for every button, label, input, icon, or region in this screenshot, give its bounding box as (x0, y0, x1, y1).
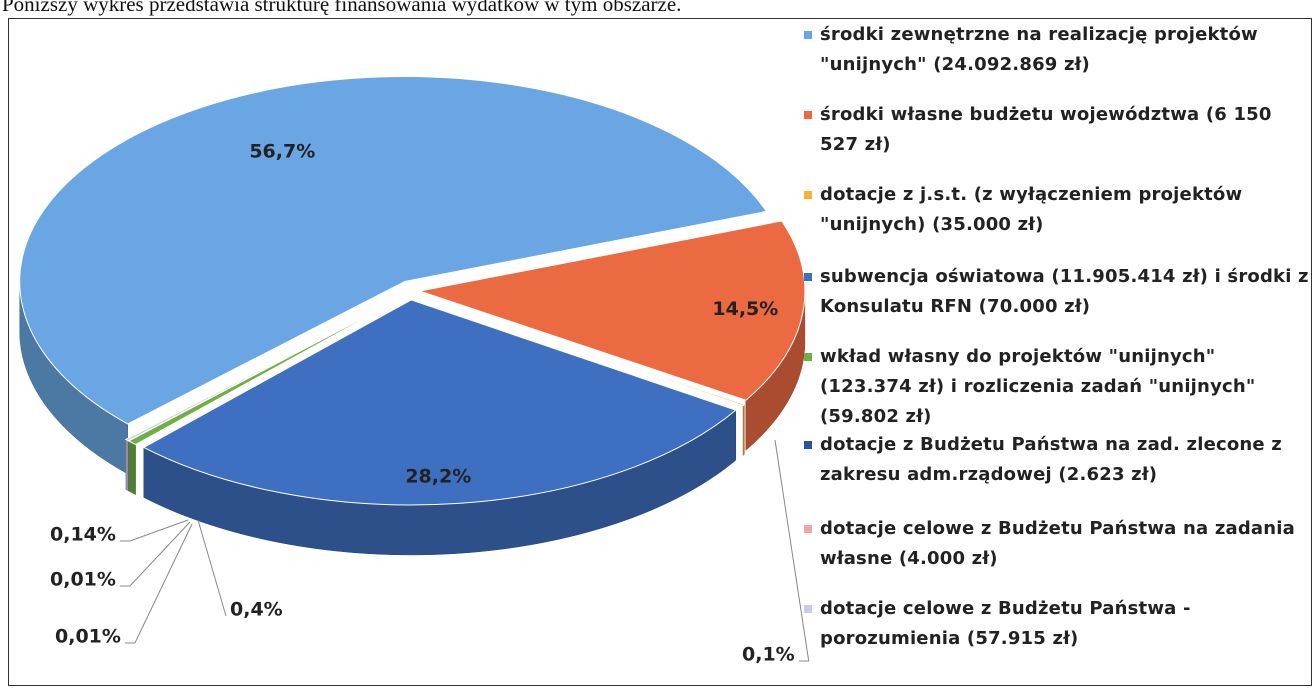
legend-item: środki własne budżetu województwa (6 150… (804, 100, 1310, 160)
data-label: 28,2% (405, 466, 471, 488)
legend-swatch (804, 353, 812, 361)
legend-label: dotacje celowe z Budżetu Państwa - poroz… (820, 598, 1191, 649)
legend-label: środki własne budżetu województwa (6 150… (820, 104, 1272, 155)
slice (417, 220, 806, 401)
data-label: 14,5% (712, 298, 778, 320)
leader-line (197, 519, 227, 617)
legend-item: dotacje celowe z Budżetu Państwa na zada… (804, 514, 1310, 574)
legend-item: subwencja oświatowa (11.905.414 zł) i śr… (804, 262, 1310, 322)
legend-swatch (804, 525, 812, 533)
legend-label: dotacje celowe z Budżetu Państwa na zada… (820, 518, 1296, 569)
legend-item: dotacje z Budżetu Państwa na zad. zlecon… (804, 430, 1310, 490)
slice-side (128, 440, 136, 496)
legend-swatch (804, 273, 812, 281)
legend-item: wkład własny do projektów "unijnych" (12… (804, 342, 1310, 432)
legend-item: dotacje celowe z Budżetu Państwa - poroz… (804, 594, 1310, 654)
data-label: 0,01% (50, 569, 116, 591)
leader-line (124, 523, 193, 644)
legend-label: wkład własny do projektów "unijnych" (12… (820, 346, 1256, 427)
legend-swatch (804, 111, 812, 119)
slice-side (125, 438, 129, 492)
legend-swatch (804, 31, 812, 39)
legend-swatch (804, 191, 812, 199)
slice (142, 299, 737, 506)
legend-swatch (804, 605, 812, 613)
leader-line (119, 519, 189, 542)
slice-sides (19, 278, 806, 556)
data-label: 56,7% (249, 141, 315, 163)
leader-line (119, 521, 191, 587)
leader-line (774, 439, 810, 662)
slice (19, 76, 768, 425)
data-label: 0,14% (50, 524, 116, 546)
data-label: 0,4% (230, 599, 283, 621)
slice (124, 296, 404, 442)
slice-tops (19, 76, 806, 506)
legend-swatch (804, 441, 812, 449)
slice (418, 294, 746, 407)
data-label: 0,1% (742, 644, 795, 666)
legend-item: środki zewnętrzne na realizację projektó… (804, 20, 1310, 80)
legend-item: dotacje z j.s.t. (z wyłączeniem projektó… (804, 180, 1310, 240)
legend-label: środki zewnętrzne na realizację projektó… (820, 24, 1258, 75)
legend-label: dotacje z Budżetu Państwa na zad. zlecon… (820, 434, 1282, 485)
caption: Poniższy wykres przedstawia strukturę fi… (2, 0, 682, 16)
slice-side (742, 403, 745, 457)
data-label: 0,01% (55, 626, 121, 648)
legend-label: dotacje z j.s.t. (z wyłączeniem projektó… (820, 184, 1243, 235)
legend-label: subwencja oświatowa (11.905.414 zł) i śr… (820, 266, 1309, 317)
chart-frame (8, 18, 1312, 686)
